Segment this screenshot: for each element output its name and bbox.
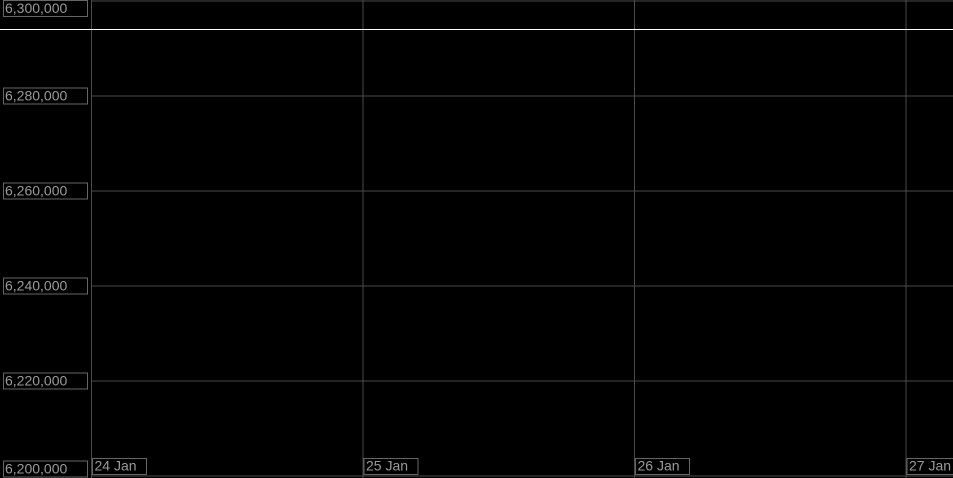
- y-tick-label: 6,300,000: [5, 0, 67, 16]
- y-tick-box: [3, 0, 88, 17]
- y-tick-box: [3, 87, 88, 105]
- x-tick-box: [363, 458, 419, 475]
- y-tick-label: 6,280,000: [5, 88, 67, 104]
- y-tick-box: [3, 460, 88, 478]
- y-tick-box: [3, 182, 88, 200]
- y-tick-box: [3, 277, 88, 295]
- x-tick-box: [635, 458, 690, 475]
- y-tick-label: 6,260,000: [5, 183, 67, 199]
- y-tick-box: [3, 372, 88, 390]
- x-tick-box: [906, 458, 953, 475]
- y-tick-label: 6,240,000: [5, 278, 67, 294]
- x-tick-box: [92, 458, 147, 475]
- y-tick-label: 6,200,000: [5, 461, 67, 477]
- x-tick-label: 26 Jan: [638, 458, 680, 474]
- y-tick-label: 6,220,000: [5, 373, 67, 389]
- x-tick-label: 25 Jan: [366, 458, 408, 474]
- x-tick-label: 27 Jan: [909, 458, 951, 474]
- x-tick-label: 24 Jan: [95, 458, 137, 474]
